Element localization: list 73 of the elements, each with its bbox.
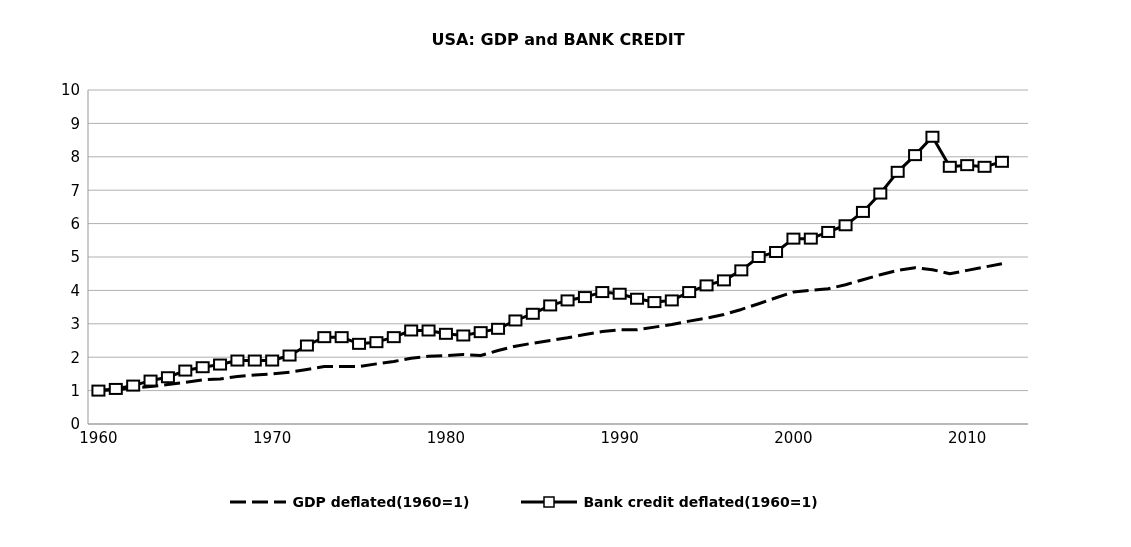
point <box>195 361 210 374</box>
point <box>734 264 749 277</box>
point <box>769 245 784 258</box>
point <box>908 149 923 162</box>
point <box>751 251 766 263</box>
legend-label: Bank credit deflated(1960=1) <box>583 494 818 510</box>
point <box>786 232 801 245</box>
point <box>716 274 731 287</box>
point <box>925 130 940 143</box>
point <box>994 155 1009 168</box>
x-tick-label: 1990 <box>600 428 639 447</box>
point <box>682 286 697 299</box>
point <box>821 225 836 238</box>
point <box>143 374 158 387</box>
x-tick-label: 2010 <box>948 428 987 447</box>
point <box>334 331 349 344</box>
x-tick-label: 2000 <box>774 428 813 447</box>
point <box>630 292 645 305</box>
point <box>525 307 540 320</box>
point <box>838 219 853 232</box>
y-tick-label: 3 <box>70 315 80 334</box>
point <box>873 187 888 200</box>
point <box>977 160 992 173</box>
y-tick-label: 10 <box>60 81 80 100</box>
point <box>890 165 905 178</box>
point <box>508 314 523 327</box>
point <box>178 364 193 377</box>
y-tick-label: 7 <box>70 181 80 200</box>
point <box>456 329 471 342</box>
y-tick-label: 4 <box>70 281 80 300</box>
y-tick-label: 2 <box>70 348 80 367</box>
point <box>560 294 575 307</box>
point <box>942 160 957 173</box>
point <box>855 205 870 218</box>
point <box>91 384 106 397</box>
legend-label: GDP deflated(1960=1) <box>292 494 470 510</box>
point <box>352 337 367 350</box>
point <box>421 324 436 337</box>
y-tick-label: 6 <box>70 214 80 233</box>
y-tick-label: 9 <box>70 114 80 133</box>
y-tick-label: 0 <box>70 415 80 434</box>
point <box>577 291 592 304</box>
point <box>664 294 679 307</box>
point <box>299 339 314 352</box>
point <box>404 324 419 337</box>
point <box>317 331 332 344</box>
point <box>595 286 610 299</box>
point <box>282 349 297 362</box>
point <box>247 354 262 367</box>
y-tick-label: 5 <box>70 248 80 267</box>
point <box>699 279 714 292</box>
point <box>491 322 506 335</box>
y-tick-label: 1 <box>70 381 80 400</box>
x-tick-label: 1980 <box>426 428 466 447</box>
point <box>960 159 975 172</box>
point <box>386 331 401 344</box>
point <box>438 327 453 340</box>
point <box>265 354 280 367</box>
point <box>612 287 627 300</box>
point <box>803 232 818 245</box>
point <box>647 296 662 309</box>
point <box>126 379 141 392</box>
point <box>160 371 175 384</box>
point <box>213 358 228 371</box>
point <box>108 382 123 395</box>
y-tick-label: 8 <box>70 148 80 167</box>
point <box>473 326 488 339</box>
x-tick-label: 1960 <box>79 428 118 447</box>
point <box>230 354 245 367</box>
point <box>369 336 384 349</box>
x-tick-label: 1970 <box>253 428 292 447</box>
chart-title: USA: GDP and BANK CREDIT <box>430 30 686 51</box>
point <box>543 299 558 312</box>
